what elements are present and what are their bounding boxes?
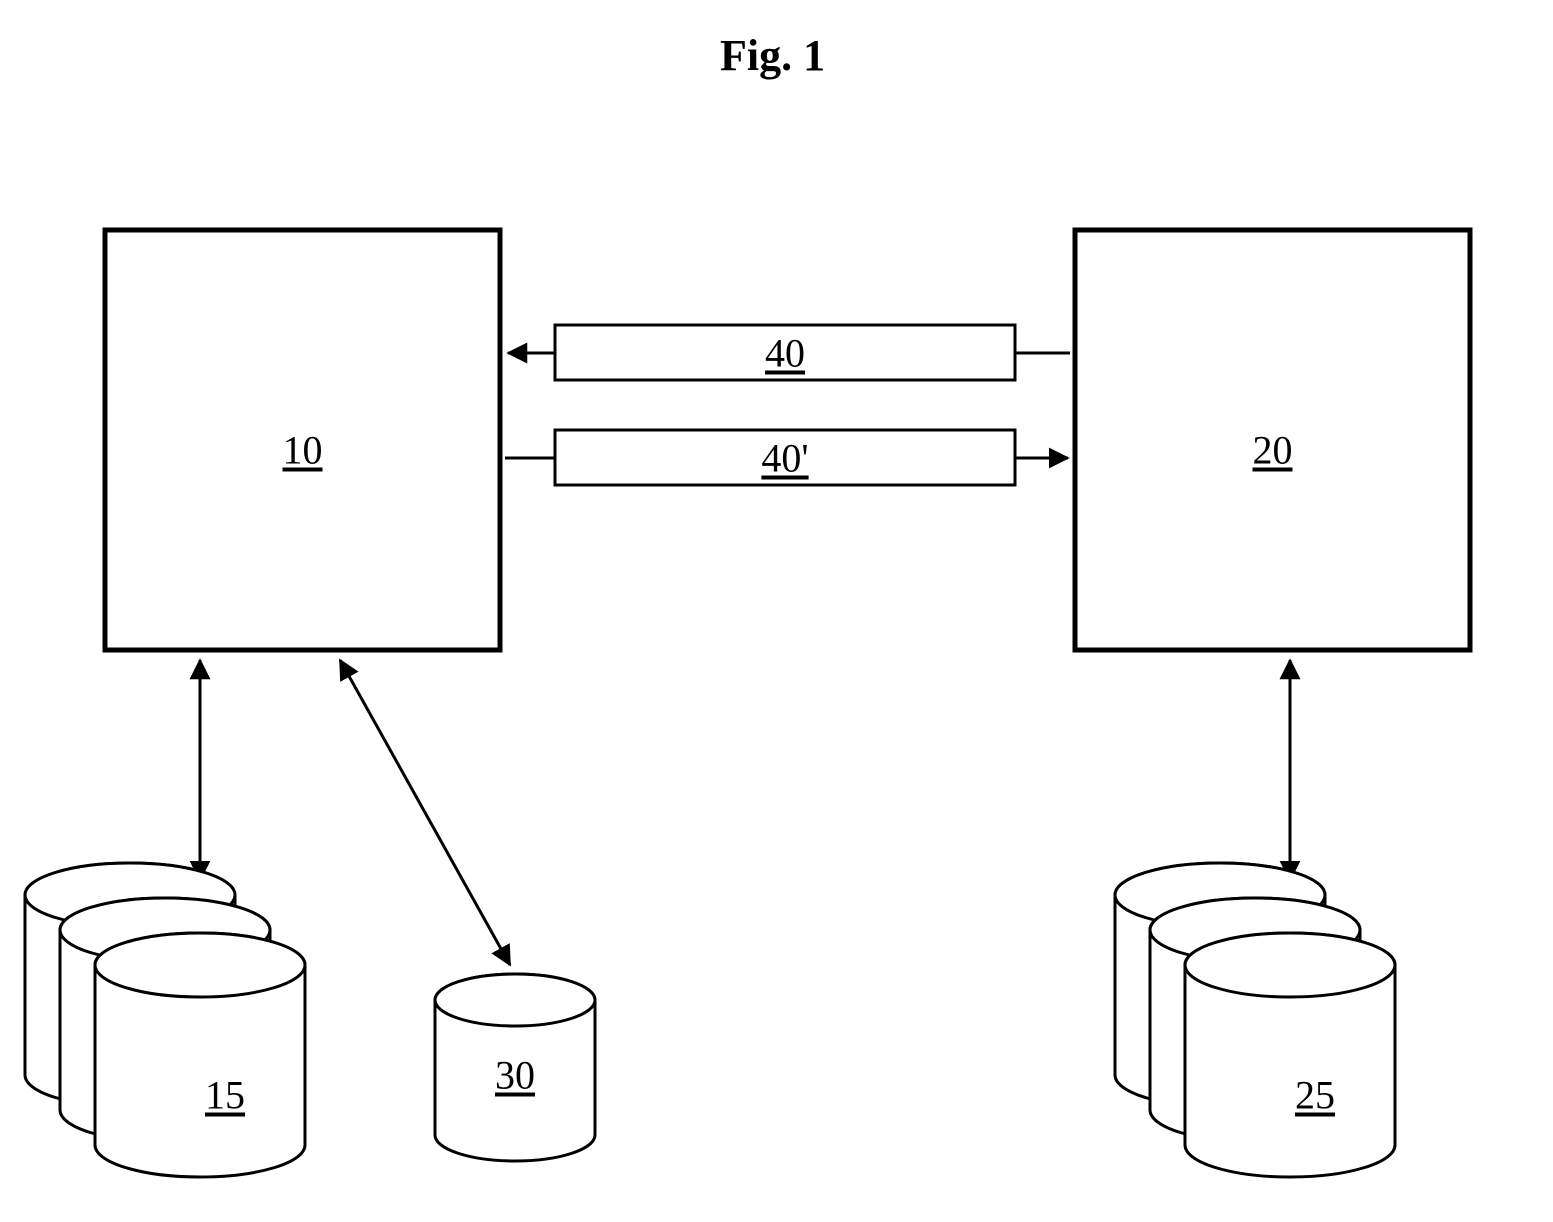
box-10-label: 10 (283, 427, 323, 474)
box-20-label: 20 (1253, 427, 1293, 474)
stack-15-label: 15 (205, 1072, 245, 1119)
figure-canvas: Fig. 1 10 20 40 40' 15 30 25 (0, 0, 1553, 1222)
channel-40p-label: 40' (761, 434, 808, 481)
stack-25-label: 25 (1295, 1072, 1335, 1119)
arrow-10-30 (340, 660, 510, 965)
cyl-30-label: 30 (495, 1052, 535, 1099)
channel-40-label: 40 (765, 329, 805, 376)
diagram-svg (0, 0, 1553, 1222)
